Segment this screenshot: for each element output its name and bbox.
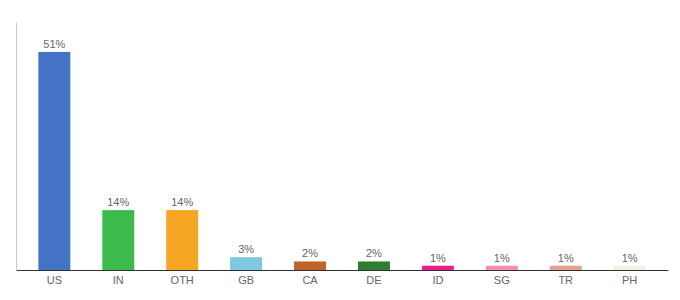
data-label: 3% <box>238 243 254 255</box>
chart: US IN OTH GB CA DE ID SG TR PH 51% 14% 14% 3% 2% 2% 1% 1%… <box>0 0 680 300</box>
data-label: 1% <box>558 252 574 264</box>
x-tick-label: PH <box>622 274 637 286</box>
data-labels: 51% 14% 14% 3% 2% 2% 1% 1% 1% 1% <box>43 38 637 264</box>
x-tick: SG <box>494 270 510 286</box>
bar <box>38 52 70 270</box>
bars <box>38 52 645 270</box>
x-tick-label: ID <box>432 274 443 286</box>
x-tick: PH <box>622 270 637 286</box>
x-tick: GB <box>238 270 254 286</box>
x-tick: US <box>47 270 62 286</box>
x-tick-label: TR <box>558 274 573 286</box>
x-tick: ID <box>432 270 443 286</box>
data-label: 2% <box>366 247 382 259</box>
data-label: 1% <box>430 252 446 264</box>
x-tick-label: GB <box>238 274 254 286</box>
x-tick-label: US <box>47 274 62 286</box>
bar <box>358 261 390 270</box>
data-label: 1% <box>494 252 510 264</box>
bar <box>614 266 646 270</box>
x-tick-label: CA <box>302 274 318 286</box>
data-label: 14% <box>107 196 129 208</box>
x-tick: TR <box>558 270 573 286</box>
x-tick-label: IN <box>113 274 124 286</box>
x-tick: CA <box>302 270 318 286</box>
bar <box>166 210 198 270</box>
y-axis-line <box>16 23 17 271</box>
bar <box>486 266 518 270</box>
x-axis-line <box>17 270 669 271</box>
bar <box>102 210 134 270</box>
x-tick: IN <box>113 270 124 286</box>
x-tick: DE <box>366 270 381 286</box>
x-tick-label: SG <box>494 274 510 286</box>
bar <box>230 257 262 270</box>
y-axis <box>16 23 17 271</box>
bar <box>422 266 454 270</box>
data-label: 14% <box>171 196 193 208</box>
x-tick-label: DE <box>366 274 381 286</box>
x-tick-label: OTH <box>171 274 194 286</box>
bar <box>294 261 326 270</box>
data-label: 51% <box>43 38 65 50</box>
plot: US IN OTH GB CA DE ID SG TR PH 51% 14% 14% 3% 2% 2% 1% 1%… <box>17 23 669 286</box>
bar <box>550 266 582 270</box>
data-label: 1% <box>622 252 638 264</box>
x-axis: US IN OTH GB CA DE ID SG TR PH <box>17 270 669 286</box>
x-tick: OTH <box>171 270 194 286</box>
data-label: 2% <box>302 247 318 259</box>
